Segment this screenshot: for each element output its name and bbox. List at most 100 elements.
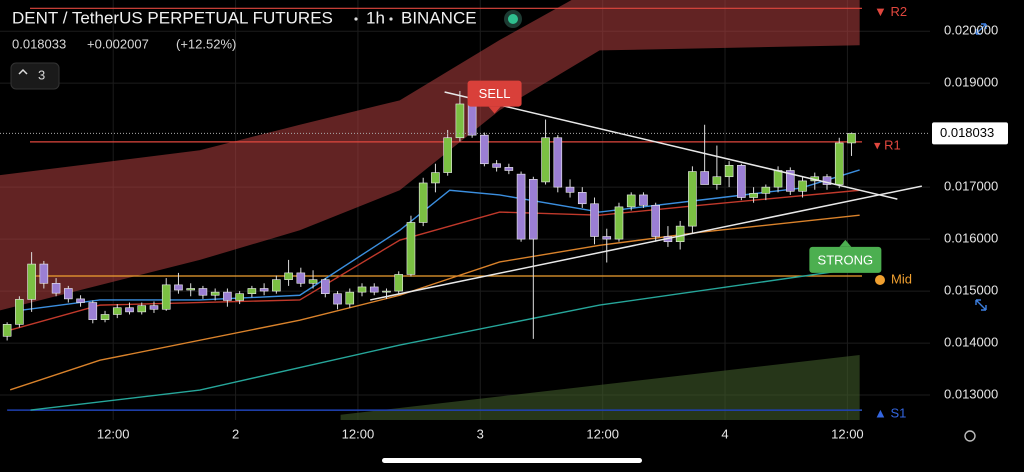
candle-body bbox=[223, 291, 232, 301]
last-price-label: 0.018033 bbox=[940, 125, 994, 140]
candle-body bbox=[259, 288, 269, 292]
candle-body bbox=[76, 298, 85, 303]
candle-body bbox=[541, 137, 550, 183]
candle-body bbox=[504, 167, 514, 171]
level-label: ▼ R2 bbox=[874, 4, 907, 19]
candle-body bbox=[516, 173, 526, 240]
candle-body bbox=[443, 137, 452, 173]
candle-body bbox=[51, 282, 61, 294]
candle-body bbox=[112, 307, 122, 315]
y-tick-label: 0.015000 bbox=[944, 283, 998, 298]
candle-body bbox=[88, 302, 98, 320]
candle-body bbox=[834, 142, 844, 185]
candle-body bbox=[64, 288, 73, 300]
candle-body bbox=[247, 288, 257, 294]
indicator-line bbox=[30, 267, 860, 411]
signal-pointer bbox=[488, 106, 501, 114]
y-tick-label: 0.013000 bbox=[944, 386, 998, 401]
candle-body bbox=[345, 291, 355, 305]
candle-body bbox=[369, 286, 379, 293]
x-tick-label: 12:00 bbox=[342, 426, 375, 441]
candle-body bbox=[272, 279, 281, 292]
y-tick-label: 0.016000 bbox=[944, 231, 998, 246]
indicator-toggle[interactable] bbox=[10, 62, 60, 90]
candle-body bbox=[675, 225, 685, 243]
candle-body bbox=[149, 305, 159, 310]
candle-body bbox=[822, 176, 832, 185]
candle-body bbox=[724, 164, 734, 178]
candle-body bbox=[688, 171, 697, 227]
candle-body bbox=[284, 272, 293, 280]
indicator-line bbox=[444, 91, 898, 200]
chevron-icon bbox=[18, 68, 28, 75]
header-change: +0.002007 bbox=[87, 36, 149, 51]
candle-body bbox=[590, 203, 599, 237]
candle-body bbox=[761, 186, 771, 194]
y-tick-label: 0.019000 bbox=[944, 75, 998, 90]
interval: 1h bbox=[366, 8, 385, 27]
candle-body bbox=[577, 192, 587, 205]
signal-label: SELL bbox=[479, 86, 511, 101]
x-tick-label: 4 bbox=[721, 426, 728, 441]
candle-body bbox=[614, 206, 624, 240]
expand-icon[interactable] bbox=[975, 23, 987, 35]
signal-pointer bbox=[839, 239, 852, 247]
signal-label: STRONG bbox=[818, 252, 874, 267]
candle-body bbox=[418, 182, 428, 223]
candle-body bbox=[785, 170, 795, 192]
candle-body bbox=[210, 291, 220, 296]
candle-body bbox=[847, 133, 856, 144]
level-label: ▲ S1 bbox=[874, 406, 906, 421]
signal-badge bbox=[467, 80, 522, 107]
overlay-layer: SELL STRONG bbox=[0, 80, 930, 301]
candle-body bbox=[529, 179, 538, 240]
y-tick-label: 0.014000 bbox=[944, 335, 998, 350]
candle-body bbox=[651, 205, 660, 237]
indicator-count: 3 bbox=[38, 67, 45, 82]
candle-body bbox=[2, 324, 12, 337]
candle-body bbox=[749, 193, 758, 198]
candle-body bbox=[137, 305, 147, 313]
candle-body bbox=[125, 307, 134, 313]
exchange: BINANCE bbox=[401, 8, 477, 27]
candle-body bbox=[15, 299, 24, 325]
candle-body bbox=[773, 170, 783, 188]
candle-body bbox=[467, 103, 477, 136]
level-label: Mid bbox=[891, 271, 912, 286]
header-change-pct: (+12.52%) bbox=[176, 36, 236, 51]
plot-area bbox=[0, 0, 930, 420]
candle-body bbox=[553, 137, 563, 188]
candle-body bbox=[161, 284, 171, 310]
candle-body bbox=[480, 134, 489, 165]
candle-body bbox=[27, 263, 36, 300]
home-indicator bbox=[382, 458, 642, 463]
support-cloud bbox=[340, 355, 860, 420]
candle-body bbox=[602, 236, 612, 240]
resistance-cloud bbox=[0, 0, 860, 311]
x-tick-label: 12:00 bbox=[831, 426, 864, 441]
chart-title: DENT / TetherUS PERPETUAL FUTURES bbox=[12, 8, 333, 27]
candle-body bbox=[394, 274, 404, 292]
header-price: 0.018033 bbox=[12, 36, 66, 51]
candle-body bbox=[639, 194, 648, 206]
x-tick-label: 2 bbox=[232, 426, 239, 441]
candle-body bbox=[431, 172, 440, 184]
x-tick-label: 12:00 bbox=[586, 426, 619, 441]
candle-body bbox=[296, 272, 306, 284]
candle-body bbox=[700, 171, 709, 185]
collapse-icon[interactable] bbox=[975, 299, 987, 311]
last-price-box bbox=[932, 122, 1008, 145]
x-tick-label: 3 bbox=[477, 426, 484, 441]
status-dot bbox=[508, 14, 518, 24]
candle-body bbox=[357, 286, 367, 293]
settings-icon[interactable] bbox=[964, 430, 976, 442]
indicator-line bbox=[10, 189, 860, 331]
candle-body bbox=[492, 163, 501, 168]
level-label: ▾ R1 bbox=[874, 137, 901, 152]
candle-body bbox=[320, 279, 330, 294]
candle-body bbox=[333, 293, 342, 305]
y-tick-label: 0.017000 bbox=[944, 179, 998, 194]
candle-body bbox=[186, 288, 195, 291]
candle-body bbox=[626, 194, 636, 208]
